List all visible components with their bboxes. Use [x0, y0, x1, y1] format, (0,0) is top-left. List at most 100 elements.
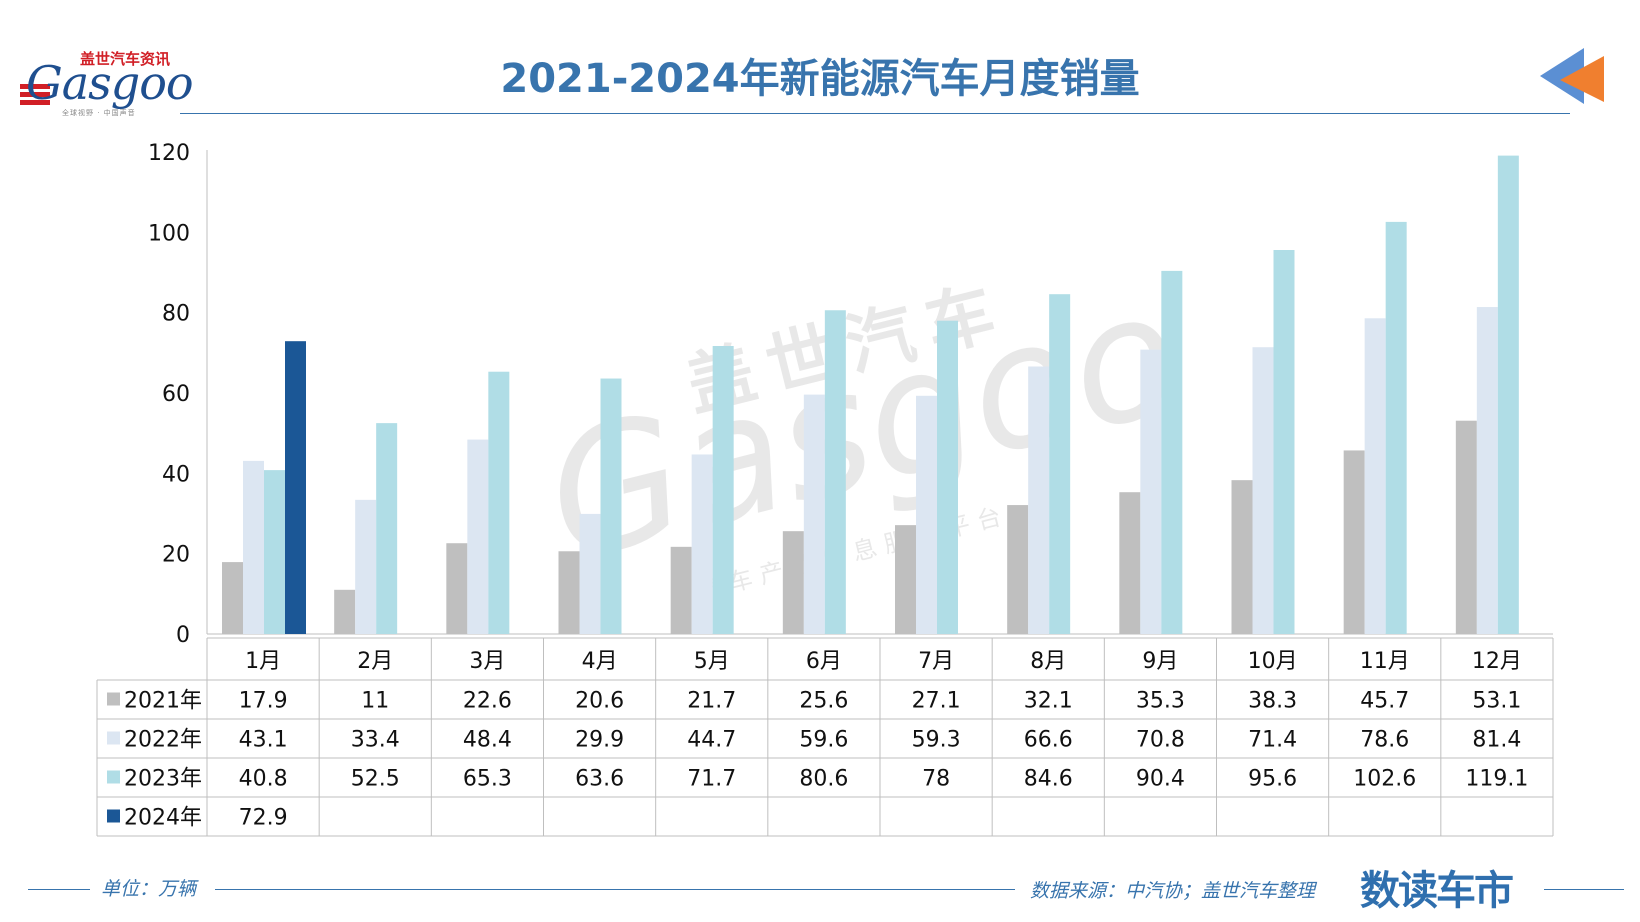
y-tick-label: 100: [148, 221, 190, 246]
legend-swatch: [107, 731, 120, 745]
page-title: 2021-2024年新能源汽车月度销量: [500, 56, 1140, 102]
data-label: 25.6: [799, 689, 848, 714]
data-label: 59.6: [799, 728, 848, 753]
footer-rule-left: [28, 889, 90, 890]
legend-label: 2024年: [124, 806, 202, 831]
bar-2022年-9月: [1140, 349, 1162, 634]
y-tick-label: 0: [176, 623, 190, 648]
data-label: 80.6: [799, 767, 848, 792]
x-tick-label: 8月: [1030, 649, 1066, 674]
data-label: 71.7: [687, 767, 736, 792]
data-label: 33.4: [351, 728, 400, 753]
bar-2021年-9月: [1119, 492, 1141, 634]
data-label: 40.8: [239, 767, 288, 792]
logo-stripes-icon: [20, 84, 50, 108]
data-label: 35.3: [1136, 689, 1185, 714]
bar-2021年-2月: [334, 589, 356, 634]
bar-2022年-8月: [1028, 366, 1050, 634]
data-label: 70.8: [1136, 728, 1185, 753]
bar-2024年-1月: [285, 341, 306, 634]
data-label: 43.1: [239, 728, 288, 753]
legend-swatch: [107, 770, 120, 784]
x-tick-label: 2月: [357, 649, 393, 674]
bar-2021年-1月: [222, 562, 243, 634]
bar-2021年-5月: [670, 546, 692, 634]
bar-2021年-3月: [446, 543, 468, 634]
bar-2023年-12月: [1497, 155, 1519, 635]
bar-2023年-4月: [600, 378, 622, 634]
bar-2023年-7月: [937, 320, 958, 634]
bar-2021年-8月: [1007, 505, 1029, 634]
bar-2022年-12月: [1476, 307, 1498, 634]
data-label: 52.5: [351, 767, 400, 792]
bar-2022年-6月: [803, 394, 825, 634]
bar-2023年-9月: [1161, 270, 1183, 634]
data-label: 84.6: [1024, 767, 1073, 792]
data-label: 21.7: [687, 689, 736, 714]
bar-2022年-2月: [355, 499, 377, 634]
brand-label: 数读车市: [1360, 868, 1514, 914]
logo-brand-en: Gasgoo: [26, 56, 194, 110]
y-tick-label: 20: [162, 543, 190, 568]
x-tick-label: 5月: [694, 649, 730, 674]
bar-2021年-11月: [1343, 450, 1365, 634]
data-label: 17.9: [239, 689, 288, 714]
data-label: 65.3: [463, 767, 512, 792]
x-tick-label: 7月: [918, 649, 954, 674]
watermark: 盖世汽车 Gasgoo 汽车产业信息服务平台: [528, 253, 1197, 605]
bar-2023年-6月: [824, 310, 846, 634]
bar-2023年-11月: [1385, 221, 1407, 634]
x-tick-label: 6月: [806, 649, 842, 674]
legend-swatch: [107, 692, 120, 706]
x-tick-label: 1月: [245, 649, 281, 674]
legend-label: 2021年: [124, 689, 202, 714]
bar-2022年-1月: [243, 460, 264, 634]
data-label: 71.4: [1248, 728, 1297, 753]
logo-brand-cn: 盖世汽车资讯: [80, 50, 171, 68]
x-tick-label: 9月: [1142, 649, 1178, 674]
bar-2023年-10月: [1273, 250, 1295, 635]
data-label: 29.9: [575, 728, 624, 753]
corner-arrow-icon: [1540, 48, 1604, 104]
logo-tagline: 全球视野 · 中国声音: [62, 109, 136, 117]
data-label: 63.6: [575, 767, 624, 792]
data-label: 32.1: [1024, 689, 1073, 714]
bar-2021年-6月: [782, 531, 804, 634]
data-label: 102.6: [1353, 767, 1416, 792]
bar-2023年-5月: [712, 346, 734, 634]
unit-label: 单位：万辆: [101, 878, 197, 900]
y-tick-label: 60: [162, 382, 190, 407]
x-tick-label: 4月: [582, 649, 618, 674]
bar-2021年-7月: [895, 525, 916, 634]
footer-rule-mid: [215, 889, 1015, 890]
bar-2023年-1月: [264, 470, 285, 634]
data-label: 53.1: [1472, 689, 1521, 714]
x-tick-label: 12月: [1472, 649, 1522, 674]
bar-2022年-11月: [1364, 318, 1386, 634]
data-label: 81.4: [1472, 728, 1521, 753]
legend-label: 2022年: [124, 728, 202, 753]
data-label: 95.6: [1248, 767, 1297, 792]
bar-2022年-10月: [1252, 347, 1274, 634]
bar-2021年-10月: [1231, 480, 1253, 634]
y-tick-label: 120: [148, 141, 190, 166]
bar-2023年-8月: [1049, 294, 1071, 634]
footer-rule-right: [1544, 889, 1624, 890]
data-label: 59.3: [912, 728, 961, 753]
data-label: 119.1: [1465, 767, 1528, 792]
source-label: 数据来源：中汽协；盖世汽车整理: [1030, 880, 1316, 902]
x-tick-label: 10月: [1248, 649, 1298, 674]
bar-2023年-3月: [488, 371, 510, 634]
title-divider: [180, 113, 1570, 114]
gasgoo-logo: 盖世汽车资讯 Gasgoo 全球视野 · 中国声音: [18, 44, 198, 120]
bar-2022年-5月: [691, 454, 713, 634]
bar-2022年-7月: [916, 395, 937, 634]
data-label: 45.7: [1360, 689, 1409, 714]
data-label: 22.6: [463, 689, 512, 714]
data-label: 66.6: [1024, 728, 1073, 753]
legend-swatch: [107, 809, 120, 823]
data-label: 78.6: [1360, 728, 1409, 753]
data-label: 48.4: [463, 728, 512, 753]
legend-label: 2023年: [124, 767, 202, 792]
